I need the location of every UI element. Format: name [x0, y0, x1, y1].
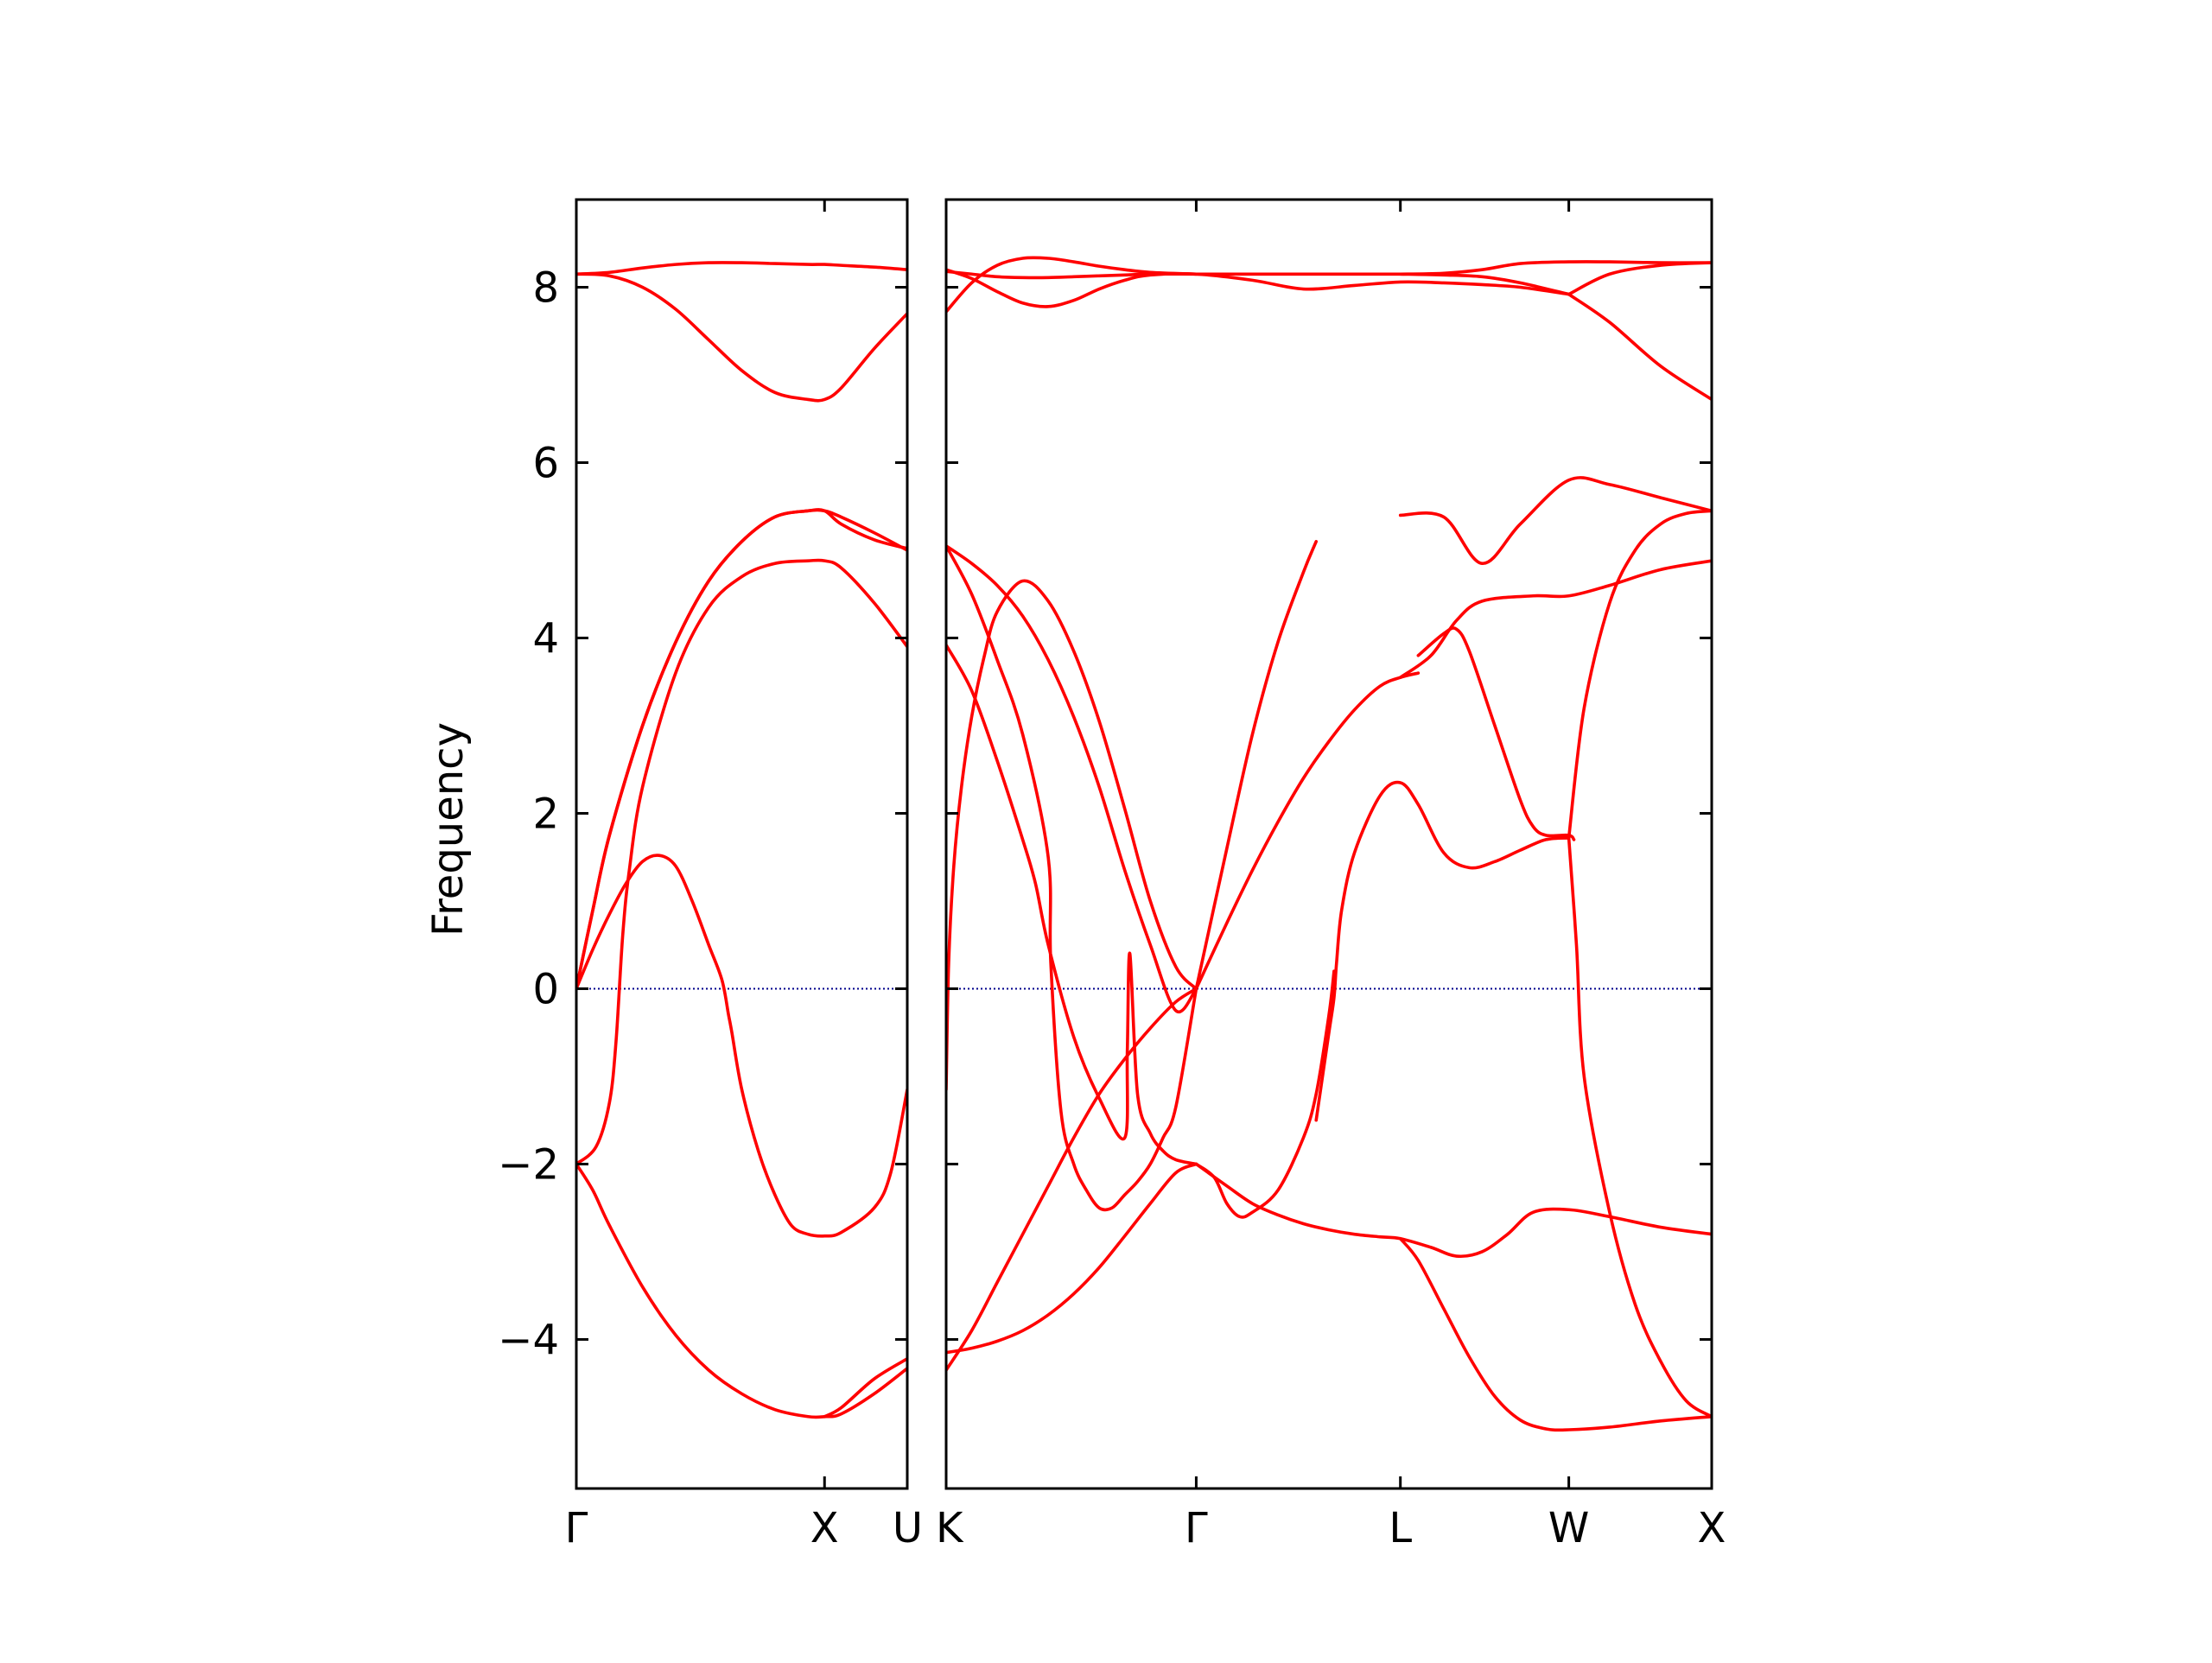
band-line-1-6: [576, 854, 907, 1238]
band-line-2-10: [1416, 626, 1576, 841]
band-line-2-4: [1398, 272, 1571, 296]
band-line-1-1: [576, 261, 907, 276]
panel-frame: [944, 198, 1713, 1490]
band-line-2-13: [1567, 836, 1712, 1419]
band-line-2-19: [946, 1162, 1198, 1355]
band-line-1-7: [576, 1162, 907, 1419]
y-tick-label: 4: [532, 614, 559, 663]
band-line-2-2: [946, 256, 1198, 314]
band-line-1-2: [576, 272, 907, 403]
band-line-2-23: [1398, 1236, 1712, 1432]
y-tick-label: −4: [498, 1316, 559, 1364]
band-line-2-22: [1194, 1162, 1712, 1259]
y-tick-label: 0: [532, 965, 559, 1013]
band-line-1-8: [823, 1356, 907, 1419]
y-tick-label: 6: [532, 439, 559, 487]
panel-frame: [575, 198, 909, 1490]
x-tick-label: X: [810, 1504, 839, 1552]
band-line-1-4: [576, 508, 907, 991]
band-line-2-16: [946, 544, 1198, 1014]
x-tick-label: L: [1389, 1504, 1412, 1552]
y-tick-label: −2: [498, 1140, 559, 1189]
band-line-2-21: [1194, 969, 1336, 1219]
band-line-2-8: [1398, 559, 1712, 679]
y-axis-label: Frequency: [424, 722, 473, 936]
band-line-2-18: [946, 643, 1198, 1166]
band-line-2-9: [1194, 671, 1421, 991]
band-line-2-17: [946, 544, 1198, 1212]
y-tick-label: 2: [532, 790, 559, 838]
band-line-2-12: [1194, 540, 1319, 991]
band-line-2-11: [1314, 780, 1571, 1122]
band-line-2-15: [946, 579, 1198, 1091]
x-tick-label: X: [1698, 1504, 1726, 1552]
band-line-2-3: [946, 268, 1571, 308]
band-line-2-14: [1567, 509, 1712, 840]
y-tick-label: 8: [532, 263, 559, 312]
x-tick-label: U: [893, 1504, 923, 1552]
x-tick-label: W: [1548, 1504, 1589, 1552]
band-series-group: [576, 261, 907, 1419]
band-series-group: [946, 256, 1712, 1432]
band-line-1-5: [576, 558, 907, 1166]
x-tick-label: Γ: [1185, 1504, 1208, 1552]
band-line-2-6: [1567, 261, 1712, 296]
x-tick-label: Γ: [565, 1504, 588, 1552]
band-line-2-5: [1567, 292, 1712, 402]
band-line-2-20: [946, 987, 1198, 1372]
band-line-2-1: [946, 260, 1712, 280]
x-tick-label: K: [936, 1504, 964, 1552]
band-line-2-7: [1398, 476, 1712, 566]
